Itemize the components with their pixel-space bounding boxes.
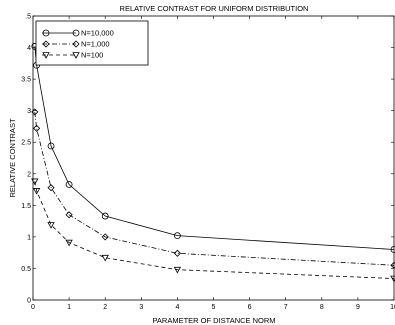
x-tick-label: 10 — [390, 304, 395, 311]
legend-marker — [72, 52, 80, 59]
x-tick-label: 9 — [356, 304, 360, 311]
data-point-marker — [101, 254, 109, 262]
legend-entry: N=1,000 — [42, 40, 110, 49]
data-point-marker — [390, 275, 395, 283]
data-point-marker — [65, 239, 73, 247]
legend-entry: N=10,000 — [42, 29, 114, 38]
legend-entry: N=100 — [42, 51, 103, 60]
x-tick-label: 6 — [248, 304, 252, 311]
series-line — [34, 181, 395, 279]
data-point-marker — [65, 211, 73, 219]
data-point-marker — [65, 181, 73, 188]
series-0 — [31, 42, 395, 253]
x-tick-label: 2 — [103, 304, 107, 311]
data-point-marker — [47, 222, 55, 229]
data-series — [31, 42, 395, 283]
x-axis-label: PARAMETER OF DISTANCE NORM — [152, 316, 275, 325]
y-tick-label: 1.5 — [21, 203, 31, 210]
chart-title: RELATIVE CONTRAST FOR UNIFORM DISTRIBUTI… — [120, 4, 309, 13]
legend-marker — [72, 29, 80, 37]
data-point-marker — [31, 178, 39, 186]
y-tick-label: 3 — [27, 108, 31, 115]
y-tick-label: 2.5 — [21, 140, 31, 147]
x-tick-label: 1 — [67, 304, 71, 311]
series-line — [34, 46, 395, 250]
y-tick-label: 4 — [27, 45, 31, 52]
data-point-marker — [32, 188, 41, 195]
legend-label: N=1,000 — [81, 40, 110, 49]
legend-label: N=100 — [81, 51, 103, 60]
data-point-marker — [173, 249, 181, 257]
y-tick-label: .5 — [25, 14, 31, 21]
data-point-marker — [173, 232, 181, 240]
y-axis-label: RELATIVE CONTRAST — [8, 118, 17, 197]
y-tick-label: 0.5 — [21, 266, 31, 273]
data-point-marker — [101, 233, 109, 241]
y-tick-label: 0 — [27, 298, 31, 305]
x-tick-label: 3 — [139, 304, 143, 311]
data-point-marker — [33, 124, 41, 132]
legend-box — [35, 20, 149, 66]
series-1 — [31, 108, 395, 269]
y-tick-label: 1 — [27, 234, 31, 241]
series-line — [34, 111, 395, 266]
y-tick-label: 2 — [27, 171, 31, 178]
x-tick-label: 4 — [175, 304, 179, 311]
x-tick-label: 7 — [284, 304, 288, 311]
y-tick-label: 3.5 — [21, 77, 31, 84]
data-point-marker — [390, 246, 395, 253]
legend-marker — [42, 29, 50, 37]
axis-ticks: 0 1 2 3 4 5 6 7 8 9 10 0 0.5 1 1.5 2 2.5 3 3.5 4 .5 — [21, 14, 395, 312]
x-tick-label: 8 — [320, 304, 324, 311]
legend-marker — [42, 52, 50, 59]
data-point-marker — [101, 212, 109, 220]
x-tick-label: 0 — [31, 304, 35, 311]
data-point-marker — [31, 108, 39, 116]
x-tick-label: 5 — [212, 304, 216, 311]
legend-marker — [72, 40, 80, 48]
legend: N=10,000 N=1,000 N=100 — [35, 20, 149, 66]
series-2 — [31, 178, 395, 283]
data-point-marker — [390, 261, 395, 269]
data-point-marker — [47, 184, 55, 192]
data-point-marker — [47, 142, 55, 150]
legend-label: N=10,000 — [81, 29, 114, 38]
data-point-marker — [173, 266, 182, 274]
legend-marker — [42, 40, 50, 48]
